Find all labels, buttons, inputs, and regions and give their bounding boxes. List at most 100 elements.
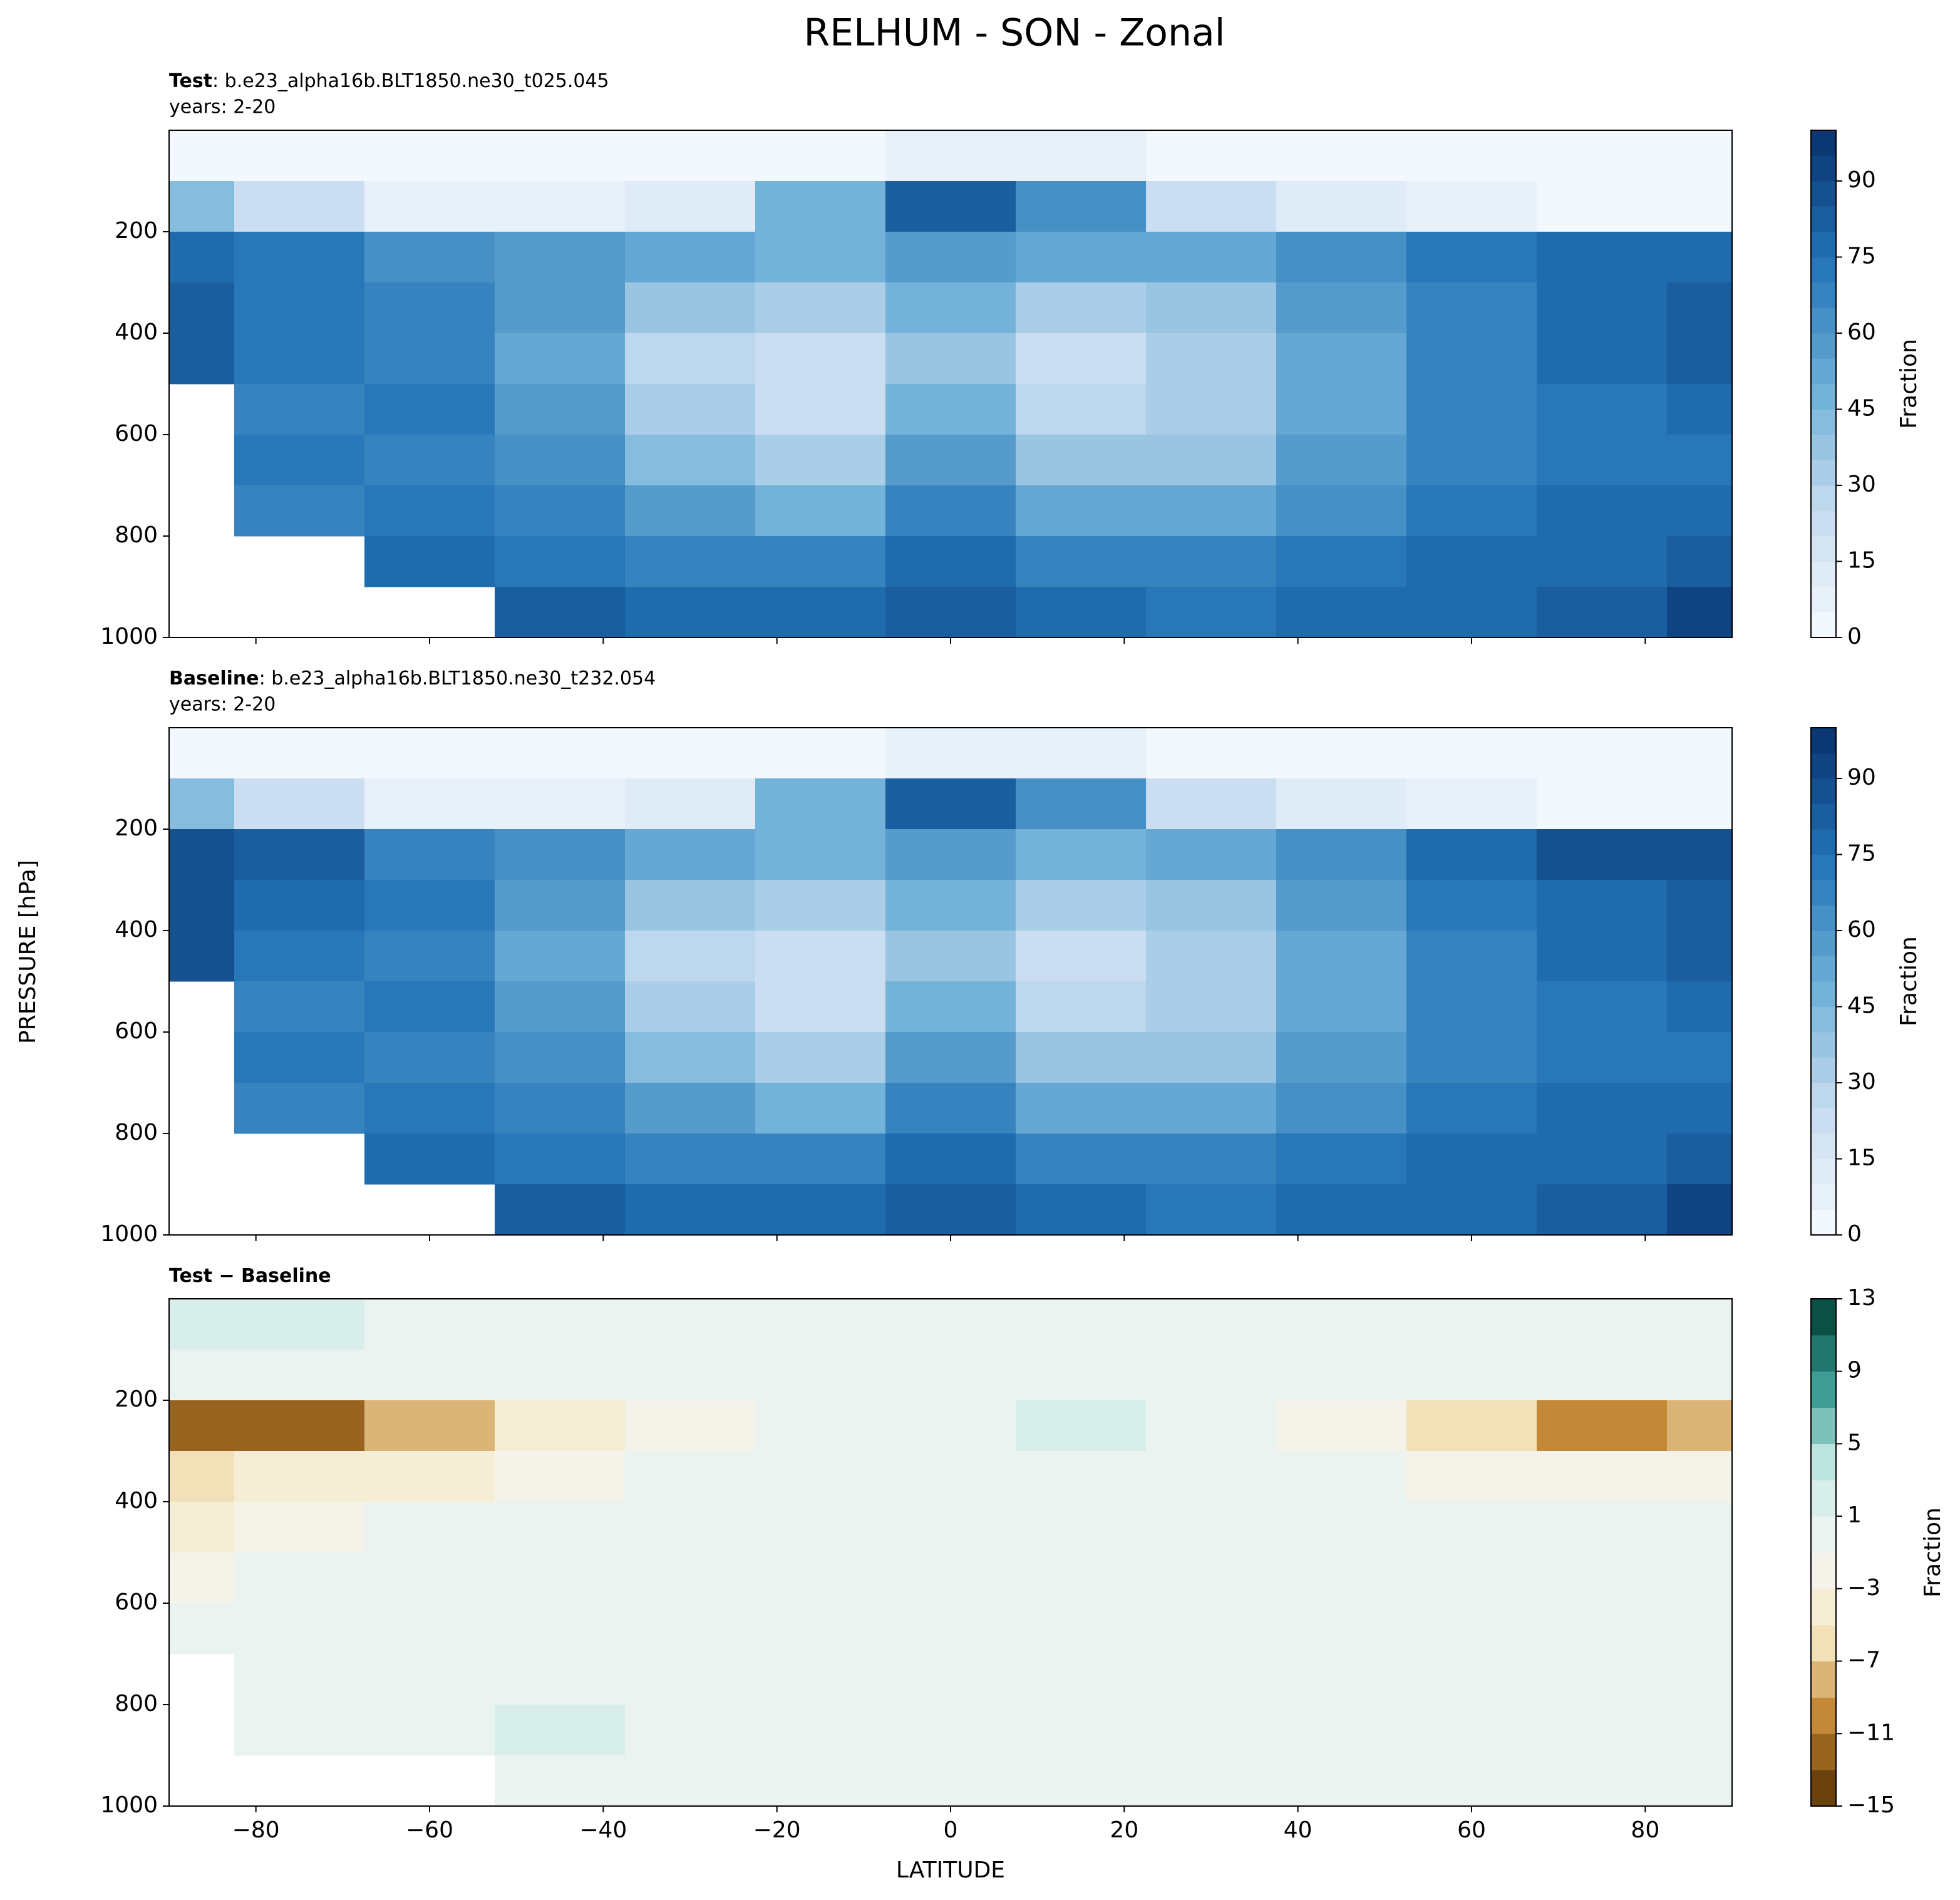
contour-cell <box>755 1083 886 1134</box>
colorbar-band <box>1811 1407 1836 1444</box>
contour-cell <box>1537 1654 1668 1705</box>
subtitle: Baseline: b.e23_alpha16b.BLT1850.ne30_t2… <box>169 668 656 689</box>
contour-cell <box>364 1400 495 1452</box>
contour-cell <box>364 282 495 334</box>
contour-cell <box>1667 1032 1732 1083</box>
contour-cell <box>1667 1755 1732 1806</box>
contour-cell <box>1016 1299 1147 1350</box>
contour-cell <box>885 1552 1016 1604</box>
subtitle-text: : b.e23_alpha16b.BLT1850.ne30_t025.045 <box>212 70 609 92</box>
colorbar-band <box>1811 1133 1836 1159</box>
contour-cell <box>625 1299 756 1350</box>
contour-cell <box>885 587 1016 638</box>
colorbar-tick-label: 60 <box>1847 917 1876 942</box>
contour-cell <box>234 1299 365 1350</box>
colorbar-band <box>1811 460 1836 486</box>
x-tick-label: 20 <box>1110 1817 1138 1843</box>
x-tick-label: −20 <box>753 1817 801 1843</box>
contour-cell <box>495 485 626 537</box>
contour-cell <box>1276 1502 1407 1553</box>
contour-cell <box>625 981 756 1033</box>
y-tick-label: 1000 <box>100 624 158 649</box>
contour-cell <box>1016 587 1147 638</box>
contour-cell <box>755 1755 886 1806</box>
contour-cell <box>1406 1184 1537 1235</box>
contour-cell <box>1016 931 1147 982</box>
contour-cell <box>495 1083 626 1134</box>
contour-cell <box>234 1603 365 1655</box>
contour-cell <box>495 1755 626 1806</box>
contour-cell <box>364 1705 495 1756</box>
contour-cell <box>1667 1083 1732 1134</box>
contour-cell <box>1406 1451 1537 1502</box>
contour-cell <box>885 829 1016 880</box>
contour-cell <box>169 1400 235 1452</box>
contour-cell <box>625 1755 756 1806</box>
contour-cell <box>169 829 235 880</box>
contour-cell <box>234 485 365 537</box>
contour-cell <box>755 536 886 587</box>
colorbar-tick-label: 30 <box>1847 1069 1876 1095</box>
contour-cell <box>169 232 235 283</box>
contour-cell <box>234 232 365 283</box>
contour-cell <box>1146 1083 1277 1134</box>
contour-cell <box>1016 728 1147 779</box>
contour-cell <box>234 880 365 931</box>
contour-cell <box>169 1299 235 1350</box>
contour-cell <box>755 1184 886 1235</box>
contour-cell <box>1276 1184 1407 1235</box>
contour-cell <box>755 829 886 880</box>
y-tick-label: 200 <box>115 1386 158 1412</box>
contour-cell <box>1667 1552 1732 1604</box>
contour-cell <box>495 778 626 830</box>
contour-cell <box>1406 1654 1537 1705</box>
contour-cell <box>1276 829 1407 880</box>
contour-cell <box>755 181 886 232</box>
contour-cell <box>1276 384 1407 435</box>
x-tick-label: −60 <box>406 1817 453 1843</box>
contour-cell <box>364 181 495 232</box>
contour-cell <box>1016 1755 1147 1806</box>
contour-cell <box>1016 1654 1147 1705</box>
plot-area <box>169 728 1732 1235</box>
contour-cell <box>495 1603 626 1655</box>
contour-cell <box>1146 1755 1277 1806</box>
contour-cell <box>1016 981 1147 1033</box>
contour-cell <box>1667 1133 1732 1185</box>
contour-cell <box>169 931 235 982</box>
colorbar-band <box>1811 587 1836 612</box>
y-tick-label: 400 <box>115 917 158 942</box>
x-tick-label: 40 <box>1284 1817 1313 1843</box>
contour-cell <box>1406 536 1537 587</box>
contour-cell <box>1537 1451 1668 1502</box>
contour-cell <box>234 1502 365 1553</box>
contour-cell <box>234 1032 365 1083</box>
contour-cell <box>885 931 1016 982</box>
figure-title: RELHUM - SON - Zonal <box>804 11 1225 55</box>
contour-cell <box>364 778 495 830</box>
colorbar-tick-label: −11 <box>1847 1720 1895 1745</box>
contour-cell <box>885 435 1016 486</box>
contour-cell <box>234 435 365 486</box>
contour-cell <box>1406 384 1537 435</box>
y-tick-label: 400 <box>115 319 158 345</box>
contour-cell <box>885 232 1016 283</box>
y-tick-label: 400 <box>115 1488 158 1514</box>
contour-cell <box>1406 130 1537 182</box>
contour-cell <box>1146 1133 1277 1185</box>
contour-cell <box>1537 1032 1668 1083</box>
contour-cell <box>234 1451 365 1502</box>
contour-cell <box>1406 931 1537 982</box>
contour-cell <box>625 282 756 334</box>
contour-cell <box>1146 587 1277 638</box>
contour-cell <box>495 587 626 638</box>
subtitle: Test − Baseline <box>169 1265 331 1287</box>
colorbar-tick-label: 90 <box>1847 167 1876 193</box>
contour-cell <box>1276 1299 1407 1350</box>
contour-cell <box>1667 1400 1732 1452</box>
contour-cell <box>1537 232 1668 283</box>
y-tick-label: 600 <box>115 1589 158 1615</box>
contour-cell <box>234 384 365 435</box>
y-tick-label: 200 <box>115 815 158 841</box>
